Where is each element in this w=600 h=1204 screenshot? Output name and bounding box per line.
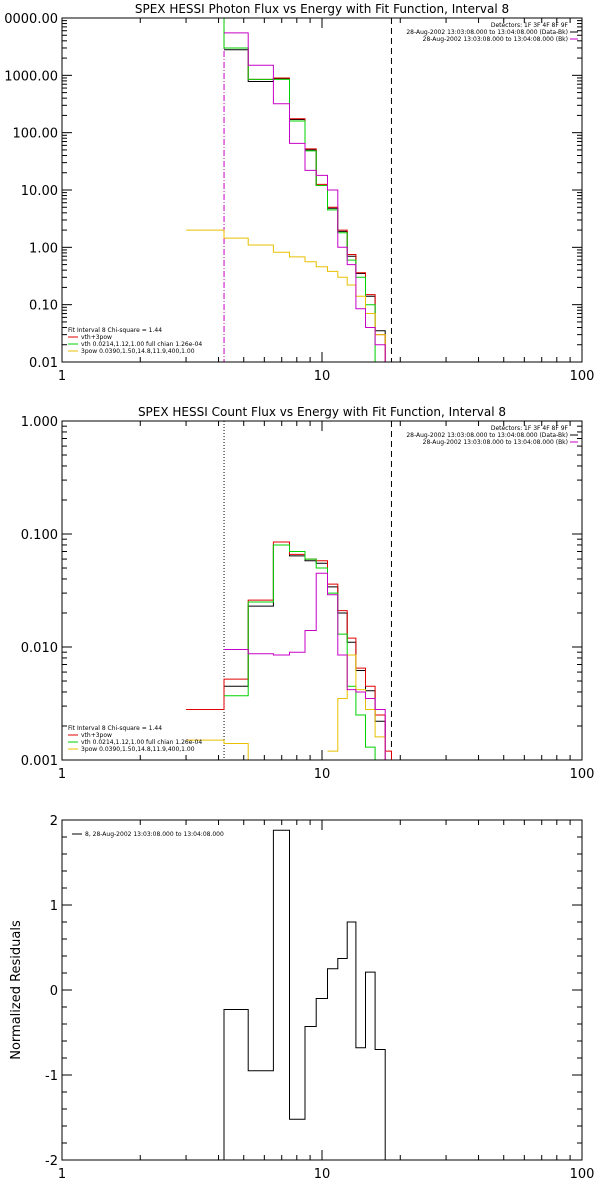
x-tick-label: 1 — [58, 369, 66, 384]
x-tick-label: 1 — [58, 767, 66, 782]
y-tick-label: 1000.00 — [4, 69, 58, 84]
y-tick-label: 0 — [50, 984, 58, 999]
x-tick-label: 10 — [314, 1167, 331, 1182]
y-tick-label: 1.00 — [29, 241, 58, 256]
y-tick-label: 0.100 — [21, 528, 58, 543]
y-tick-label: 1.000 — [21, 415, 58, 430]
y-tick-label: 2 — [50, 814, 58, 829]
plot-frame — [61, 17, 583, 363]
legend-title: Fit Interval 8 Chi-square = 1.44 — [68, 327, 162, 334]
plot-frame — [61, 819, 583, 1161]
y-tick-label: 10.00 — [21, 184, 58, 199]
header-line: Detectors: 1F 3F 4F 8F 9F — [491, 22, 569, 29]
y-tick-label: 0.10 — [29, 299, 58, 314]
series-line-data — [224, 49, 386, 362]
panel-2: SPEX HESSI Count Flux vs Energy with Fit… — [21, 405, 595, 782]
y-axis-label: Normalized Residuals — [9, 920, 24, 1060]
series-line-bk — [224, 572, 386, 760]
header-line: 28-Aug-2002 13:03:08.000 to 13:04:08.000… — [406, 29, 568, 36]
header-line: 28-Aug-2002 13:03:08.000 to 13:04:08.000… — [423, 36, 568, 43]
chart-title: SPEX HESSI Count Flux vs Energy with Fit… — [138, 405, 506, 419]
series-line-3pow — [186, 654, 386, 760]
panel-1: SPEX HESSI Photon Flux vs Energy with Fi… — [4, 2, 594, 384]
chart-title: SPEX HESSI Photon Flux vs Energy with Fi… — [135, 2, 509, 16]
x-tick-label: 10 — [314, 369, 331, 384]
legend-label: vth 0.0214,1.12,1.00 full chian 1.26e-04 — [81, 341, 202, 348]
series-line-vth_plus_3pow — [224, 47, 386, 362]
legend-label: 3pow 0.0390,1.50,14.8,11.9,400,1.00 — [81, 746, 195, 753]
legend-label: 3pow 0.0390,1.50,14.8,11.9,400,1.00 — [81, 348, 195, 355]
header-line: 28-Aug-2002 13:03:08.000 to 13:04:08.000… — [423, 439, 568, 446]
legend-label: vth+3pow — [81, 334, 112, 341]
y-tick-label: -2 — [45, 1154, 58, 1169]
x-tick-label: 100 — [570, 1167, 595, 1182]
y-tick-label: 0000.00 — [4, 12, 58, 27]
series-line-data — [223, 829, 386, 1160]
panel-3: 1 10 100 -2 -1 0 1 2 Normalized Residuals 8, 28-A… — [9, 814, 594, 1182]
legend-title: Fit Interval 8 Chi-square = 1.44 — [68, 725, 162, 732]
header-line: Detectors: 1F 3F 4F 8F 9F — [491, 425, 569, 432]
y-tick-label: -1 — [45, 1069, 58, 1084]
x-tick-label: 100 — [570, 767, 595, 782]
plot-frame — [61, 420, 583, 761]
legend-label: vth+3pow — [81, 732, 112, 739]
x-tick-label: 100 — [570, 369, 595, 384]
series-line-vth — [186, 18, 376, 362]
legend-label: 8, 28-Aug-2002 13:03:08.000 to 13:04:08.… — [85, 831, 224, 838]
series-line-bk — [224, 32, 386, 362]
x-tick-label: 1 — [58, 1167, 66, 1182]
y-tick-label: 100.00 — [13, 127, 59, 142]
y-tick-label: 0.01 — [29, 356, 58, 371]
plot-area — [186, 18, 392, 362]
x-tick-label: 10 — [314, 767, 331, 782]
series-line-vth_plus_3pow — [186, 541, 392, 760]
y-tick-label: 1 — [50, 899, 58, 914]
legend-label: vth 0.0214,1.12,1.00 full chian 1.26e-04 — [81, 739, 202, 746]
y-tick-label: 0.001 — [21, 754, 58, 769]
y-tick-label: 0.010 — [21, 641, 58, 656]
header-line: 28-Aug-2002 13:03:08.000 to 13:04:08.000… — [406, 432, 568, 439]
plot-area — [186, 421, 392, 760]
plot-area — [223, 829, 386, 1160]
series-line-3pow — [186, 229, 386, 362]
